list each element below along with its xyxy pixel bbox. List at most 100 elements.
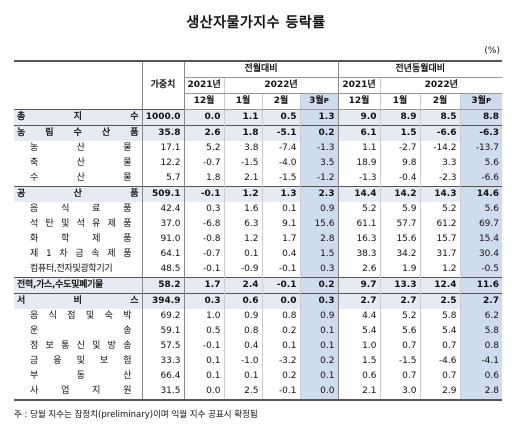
row-value: 0.1 [299,324,338,339]
table-row: 금 융 및 보 험 33.3 0.1 -1.0 -3.2 0.2 1.5 -1.5 -4.6 -4… [14,354,502,369]
row-value: 0.0 [183,109,224,126]
row-value: 18.9 [337,156,380,171]
row-value: 3.0 [379,384,420,400]
row-value: 0.7 [379,369,420,384]
row-value: 5.2 [379,309,420,324]
row-value: 0.3 [299,262,338,278]
table-row: 부 동 산 66.4 0.1 0.1 0.2 0.1 0.6 0.7 0.7 0.6 [14,369,502,384]
row-value: 9.0 [337,109,380,126]
row-value: 0.6 [459,369,502,384]
row-value: 0.9 [299,202,338,217]
row-label: 음 식 점 및 숙 박 [30,311,132,321]
header-month-current: 3월P [459,93,502,110]
row-value: 1.5 [337,354,380,369]
row-label: 서 비 스 [17,296,139,306]
table-row: 농 림 수 산 품 35.8 2.6 1.8 -5.1 0.2 6.1 1.5 -6.6 -6.3 [14,125,502,141]
row-value: 5.8 [419,309,460,324]
row-value: 2.5 [223,384,262,400]
header-month: 2월 [261,93,300,110]
row-value: 0.2 [299,277,338,294]
row-weight: 31.5 [141,384,184,400]
row-value: -3.2 [261,354,300,369]
row-value: 3.8 [223,141,262,156]
row-value: 0.1 [299,339,338,354]
row-value: 0.0 [183,384,224,400]
table-row: 석 탄 및 석 유 제 품 37.0 -6.8 6.3 9.1 15.6 61.1 57.7 6… [14,217,502,232]
row-value: -1.5 [379,354,420,369]
row-label: 음 식 료 품 [30,204,132,214]
row-value: 0.7 [419,369,460,384]
row-value: 0.1 [261,339,300,354]
row-value: -0.1 [183,262,224,278]
row-value: 5.6 [379,324,420,339]
row-value: 6.2 [459,309,502,324]
row-value: -1.3 [299,141,338,156]
row-value: -6.3 [459,125,502,141]
row-value: 2.1 [337,384,380,400]
table-row: 수 산 물 5.7 1.8 2.1 -1.5 -1.2 -1.3 -0.4 -2.3 -6.6 [14,171,502,187]
row-value: 31.7 [419,247,460,262]
row-value: 0.4 [223,339,262,354]
row-value: 8.9 [379,109,420,126]
row-value: 14.2 [379,186,420,202]
row-weight: 58.2 [141,277,184,294]
row-value: 5.2 [419,202,460,217]
header-month: 12월 [183,93,224,110]
row-value: 0.8 [223,324,262,339]
table-row: 농 산 물 17.1 5.2 3.8 -7.4 -1.3 1.1 -2.7 -14.2 -13.7 [14,141,502,156]
row-value: 2.6 [337,262,380,278]
row-value: 2.3 [299,186,338,202]
row-label: 사 업 지 원 [30,386,132,396]
row-value: 14.4 [337,186,380,202]
table-row: 컴퓨터,전자및광학기기 48.5 -0.1 -0.9 -0.1 0.3 2.6 1.9 1.2-… [14,262,502,278]
row-value: 1.1 [223,109,262,126]
table-row: 전력,가스,수도및폐기물 58.2 1.7 2.4 -0.1 0.2 9.7 13.3 12.4… [14,277,502,294]
row-value: 0.9 [223,309,262,324]
row-value: 2.7 [379,293,420,309]
row-label: 제 1 차 금 속 제 품 [30,249,132,259]
table-title: 생산자물가지수 등락률 [186,15,326,31]
row-value: 11.6 [459,277,502,294]
row-label: 농 림 수 산 품 [17,128,139,138]
row-value: -0.1 [261,262,300,278]
header-blank [14,61,142,110]
row-value: -0.4 [379,171,420,187]
row-weight: 17.1 [141,141,184,156]
row-value: 15.6 [379,232,420,247]
row-value: -0.1 [261,277,300,294]
row-value: 12.4 [419,277,460,294]
row-weight: 35.8 [141,125,184,141]
row-value: -2.3 [419,171,460,187]
row-value: 1.6 [223,202,262,217]
row-value: 5.2 [183,141,224,156]
row-value: -0.1 [183,186,224,202]
row-value: 0.4 [261,247,300,262]
row-value: 8.5 [419,109,460,126]
row-value: 5.4 [337,324,380,339]
row-value: 0.5 [183,324,224,339]
row-value: 1.5 [379,125,420,141]
row-value: -0.5 [459,262,502,278]
row-value: 0.2 [299,354,338,369]
header-month: 1월 [379,93,420,110]
row-value: -13.7 [459,141,502,156]
row-value: 0.7 [419,339,460,354]
row-value: 34.2 [379,247,420,262]
header-year-2022-mom: 2022년 [223,77,338,94]
row-value: 6.3 [223,217,262,232]
row-value: -6.8 [183,217,224,232]
row-value: -1.2 [299,171,338,187]
row-weight: 59.1 [141,324,184,339]
row-value: 2.8 [299,232,338,247]
row-value: 1.7 [261,232,300,247]
row-value: -6.6 [459,171,502,187]
row-value: 0.1 [183,369,224,384]
row-value: 14.3 [419,186,460,202]
row-value: 16.3 [337,232,380,247]
row-value: 5.8 [459,324,502,339]
row-value: -0.9 [223,262,262,278]
row-label: 부 동 산 [30,371,132,381]
row-value: 15.6 [299,217,338,232]
row-value: 2.6 [183,125,224,141]
row-label: 석 탄 및 석 유 제 품 [30,219,132,229]
